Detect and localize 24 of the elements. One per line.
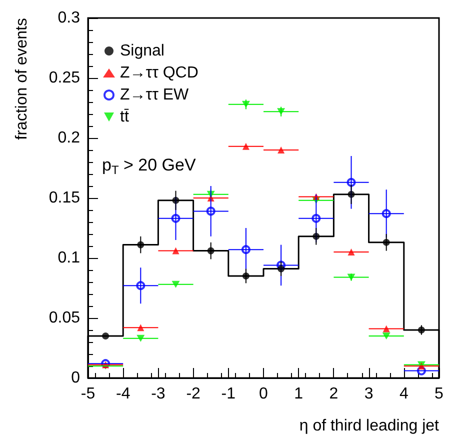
y-tick-label: 0.1 (58, 250, 80, 266)
y-tick-label: 0.2 (58, 130, 80, 146)
x-tick-label: 4 (399, 386, 408, 402)
y-axis-title: fraction of events (14, 18, 30, 140)
y-tick-label: 0.05 (48, 310, 80, 326)
y-tick-label: 0 (71, 370, 80, 386)
legend-label: Z→ττ QCD (120, 64, 198, 82)
legend-label: Signal (120, 42, 164, 60)
x-tick-label: 1 (294, 386, 304, 402)
x-tick-label: 2 (329, 386, 338, 402)
x-tick-label: -4 (116, 386, 130, 402)
x-axis-title: η of third leading jet (299, 418, 440, 434)
x-tick-label: -3 (151, 386, 166, 402)
x-tick-label: 0 (259, 386, 268, 402)
legend-label: Z→ττ EW (120, 86, 190, 104)
x-tick-label: -5 (80, 386, 96, 402)
x-tick-label: -2 (186, 386, 201, 402)
y-tick-label: 0.25 (48, 70, 80, 86)
y-tick-label: 0.15 (48, 190, 80, 206)
y-tick-label: 0.3 (58, 10, 80, 26)
legend-label: tt̄ (120, 108, 130, 126)
x-tick-label: 5 (434, 386, 444, 402)
x-tick-label: -1 (221, 386, 236, 402)
x-tick-label: 3 (364, 386, 374, 402)
